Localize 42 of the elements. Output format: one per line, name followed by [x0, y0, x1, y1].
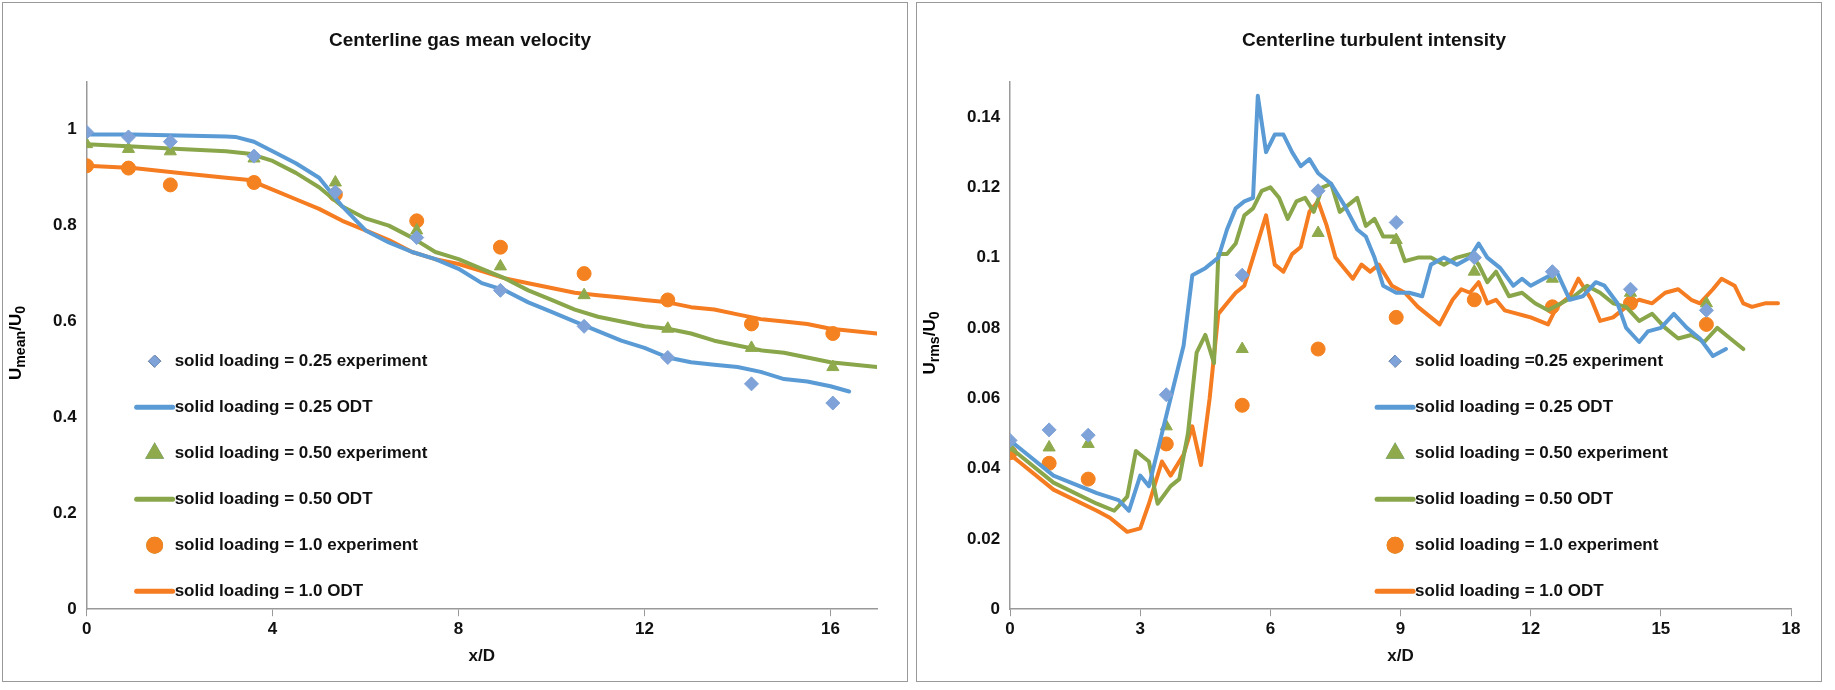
- x-tick-label: 3: [1135, 619, 1145, 639]
- y-tick-label: 0.14: [966, 106, 1001, 126]
- x-tick-label: 0: [81, 619, 92, 639]
- x-tick-label: 12: [635, 619, 654, 639]
- y-tick-label: 0.4: [52, 407, 78, 427]
- x-tick-label: 16: [821, 619, 840, 639]
- y-tick-label: 0.2: [52, 503, 77, 522]
- legend-label: solid loading = 1.0 experiment: [174, 534, 419, 554]
- y-tick-label: 0: [990, 598, 1001, 618]
- legend-label: solid loading = 0.50 ODT: [174, 488, 374, 508]
- x-tick-label: 0: [1005, 619, 1015, 639]
- chart-title: Centerline gas mean velocity: [329, 28, 592, 50]
- legend-label: solid loading = 0.25 ODT: [1415, 396, 1614, 416]
- y-tick-label: 0.6: [52, 311, 77, 331]
- legend-label: solid loading = 1.0 ODT: [174, 580, 364, 600]
- x-tick-label: 6: [1265, 619, 1276, 639]
- legend-label: solid loading = 1.0 experiment: [1415, 534, 1659, 554]
- x-axis-title: x/D: [1387, 646, 1414, 666]
- legend-label: solid loading = 0.50 experiment: [174, 442, 428, 462]
- legend-label: solid loading = 1.0 ODT: [1415, 580, 1605, 600]
- y-tick-label: 1: [67, 119, 77, 139]
- chart-title: Centerline turbulent intensity: [1242, 28, 1507, 50]
- legend-label: solid loading = 0.50 experiment: [1415, 442, 1669, 462]
- y-tick-label: 0.08: [966, 317, 1001, 337]
- legend-label: solid loading = 0.25 ODT: [174, 396, 374, 416]
- y-tick-label: 0.1: [976, 247, 1001, 267]
- legend-label: solid loading = 0.50 ODT: [1415, 488, 1614, 508]
- x-tick-label: 15: [1651, 619, 1671, 639]
- y-tick-label: 0.04: [966, 458, 1001, 478]
- y-tick-label: 0.12: [966, 176, 1001, 196]
- x-tick-label: 9: [1395, 619, 1406, 639]
- x-tick-label: 18: [1781, 619, 1801, 639]
- x-tick-label: 4: [267, 619, 278, 639]
- y-tick-label: 0.02: [966, 528, 1001, 548]
- x-tick-label: 12: [1521, 619, 1541, 639]
- legend-label: solid loading = 0.25 experiment: [174, 350, 428, 370]
- y-tick-label: 0.06: [966, 387, 1001, 407]
- y-tick-label: 0.8: [52, 215, 77, 235]
- legend-label: solid loading =0.25 experiment: [1415, 350, 1664, 370]
- x-tick-label: 8: [453, 619, 464, 639]
- y-tick-label: 0: [67, 598, 77, 618]
- x-axis-title: x/D: [468, 646, 496, 666]
